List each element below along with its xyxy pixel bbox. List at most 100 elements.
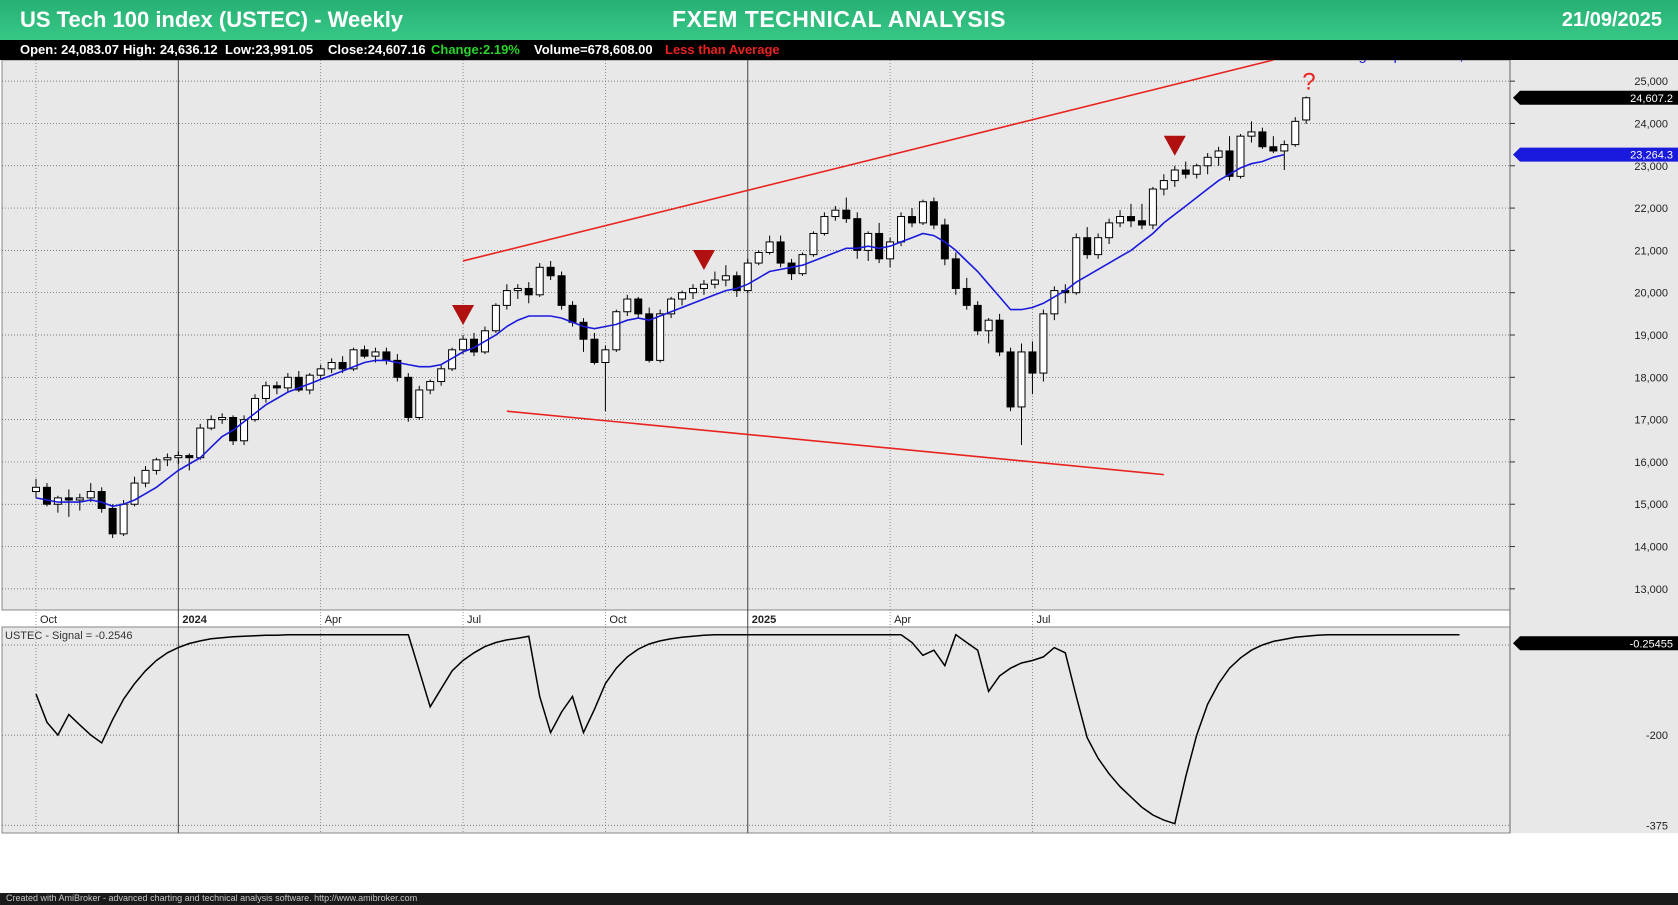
candle-body: [1203, 156, 1212, 167]
price-tick-label: 17,000: [1634, 415, 1668, 427]
candle-body: [1127, 216, 1135, 222]
candle: [579, 318, 588, 352]
candle: [689, 284, 697, 300]
candle: [240, 415, 249, 445]
candle-body: [502, 290, 511, 306]
candle: [32, 478, 40, 498]
candle: [732, 271, 741, 297]
candle: [601, 345, 610, 412]
candle-body: [1302, 97, 1311, 121]
trailing-stop-annotation: Trailing Stop-Loss 23,265: [1318, 60, 1488, 64]
candle: [1006, 347, 1015, 412]
candle: [908, 208, 916, 228]
candle: [513, 284, 522, 300]
candle-body: [1269, 146, 1278, 152]
candle-body: [491, 304, 500, 332]
candle-body: [130, 482, 139, 505]
candle: [973, 301, 982, 335]
candle: [491, 303, 500, 333]
candle: [316, 364, 325, 380]
axis-bg: [1510, 60, 1678, 833]
candle-body: [1137, 220, 1146, 226]
candle: [415, 385, 424, 420]
candle-body: [809, 232, 818, 256]
candle: [207, 415, 216, 431]
moving-average-line: [35, 153, 1285, 508]
candle: [1236, 134, 1245, 179]
candle-body: [1214, 150, 1223, 158]
candle-body: [918, 201, 927, 224]
candle: [437, 364, 446, 386]
candle: [535, 263, 544, 297]
candle: [929, 197, 938, 230]
candle-body: [973, 304, 982, 332]
candle: [765, 235, 774, 255]
candle-body: [1258, 131, 1267, 148]
candle-body: [1116, 216, 1125, 224]
date-label: Apr: [325, 614, 342, 626]
signal-value-label: -0.25455: [1630, 638, 1673, 650]
candle-body: [612, 311, 621, 351]
candle-body: [601, 349, 610, 363]
candle-body: [875, 232, 884, 260]
date-label: 2025: [752, 614, 776, 626]
candle: [426, 379, 435, 395]
candle: [678, 290, 687, 306]
candle-body: [623, 298, 632, 313]
candle-body: [557, 275, 566, 306]
candle-body: [1170, 169, 1179, 182]
candle: [524, 282, 533, 304]
last-price-label: 24,607.2: [1630, 93, 1673, 105]
candle-body: [196, 427, 205, 459]
candle: [754, 250, 763, 266]
candle-body: [272, 385, 281, 389]
candle: [185, 453, 194, 471]
candle: [1116, 210, 1125, 228]
candle-body: [678, 292, 687, 300]
date-label: Apr: [894, 614, 911, 626]
candle-body: [316, 368, 325, 376]
candle: [1072, 233, 1081, 295]
signal-tick-label: -200: [1646, 730, 1668, 742]
candle-body: [119, 503, 128, 535]
candle-body: [1181, 169, 1190, 175]
candle: [1203, 153, 1212, 175]
signal-pane: USTEC - Signal = -0.2546: [5, 630, 1460, 825]
candle: [645, 307, 654, 363]
candle-body: [1247, 131, 1256, 137]
candle-body: [1236, 135, 1245, 177]
candle-body: [283, 376, 292, 389]
candle-body: [689, 287, 697, 294]
candle-body: [327, 362, 336, 370]
candle: [174, 451, 183, 465]
candle: [1148, 186, 1157, 230]
candle: [743, 258, 752, 293]
price-tick-label: 16,000: [1634, 457, 1668, 469]
candle: [590, 332, 599, 365]
candle: [448, 347, 457, 371]
candle-body: [951, 258, 960, 289]
candle-body: [174, 455, 183, 459]
change-value: Change:2.19%: [431, 42, 520, 57]
candle-body: [349, 349, 358, 370]
candle-body: [1159, 180, 1168, 190]
brand-title: FXEM TECHNICAL ANALYSIS: [672, 6, 1006, 32]
candle-body: [754, 252, 763, 264]
candle: [656, 309, 665, 363]
candle-body: [645, 313, 654, 361]
candle: [546, 260, 555, 280]
candle-body: [152, 459, 161, 471]
axis-layer: 25,000 24,000 23,000 22,000 21,000 20,000 19,0…: [40, 76, 1678, 832]
candle-body: [1039, 313, 1048, 374]
signal-title: USTEC - Signal = -0.2546: [5, 630, 132, 642]
candle: [42, 483, 51, 507]
candle: [612, 309, 621, 352]
candle: [283, 373, 292, 393]
candle: [886, 237, 895, 268]
candle: [721, 265, 730, 287]
candle-body: [776, 241, 785, 264]
candle-body: [448, 349, 457, 370]
ohlc-info-bar: Open: 24,083.07 High: 24,636.12 Low:23,9…: [0, 40, 1678, 60]
candle-body: [141, 469, 150, 484]
stop-price-label: 23,264.3: [1630, 150, 1673, 162]
